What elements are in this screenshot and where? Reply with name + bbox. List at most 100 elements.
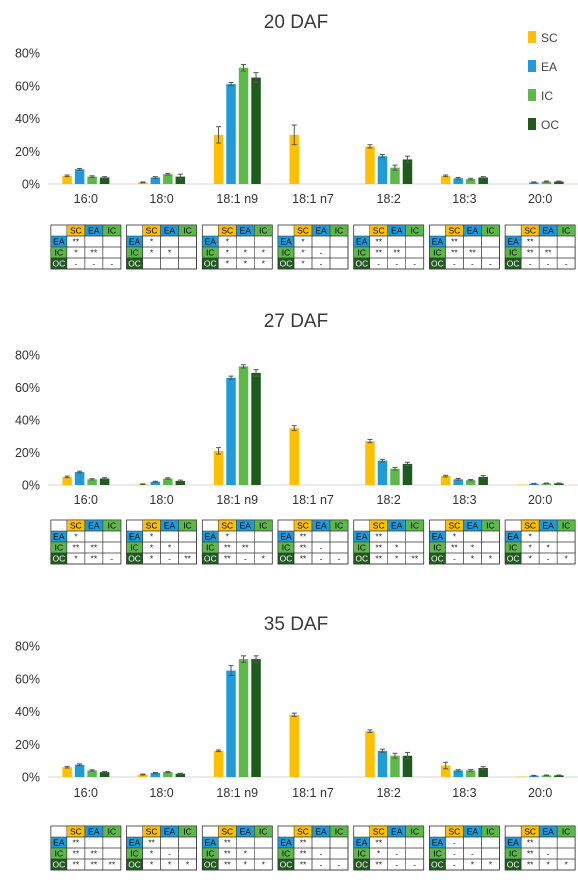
bar-ic [238, 366, 249, 485]
table-col-label: SC [449, 521, 461, 531]
table-col-label: SC [524, 827, 536, 837]
table-cell-value: * [471, 554, 475, 564]
bar-oc [478, 767, 488, 777]
table-col-label: SC [373, 827, 385, 837]
table-col-label: EA [164, 521, 176, 531]
bar-ea [150, 177, 161, 184]
x-tick-label: 18:2 [377, 192, 401, 206]
x-tick-label: 18:1 n9 [216, 493, 258, 507]
table-cell [481, 858, 500, 871]
table-cell-value: ** [527, 849, 534, 859]
table-row-label: IC [206, 543, 215, 553]
bar-ea [453, 178, 463, 184]
table-col-label: IC [335, 226, 344, 236]
y-tick-label: 60% [15, 79, 40, 93]
bar-ea [74, 169, 85, 184]
bar-oc [402, 755, 413, 777]
table-cell-value: ** [300, 860, 307, 870]
table-cell-value: ** [73, 849, 80, 859]
table-cell [481, 552, 500, 565]
table-col-label: EA [467, 226, 479, 236]
table-cell-value: * [262, 860, 266, 870]
table-cell-value: * [150, 532, 154, 542]
table-col-label: SC [146, 827, 158, 837]
table-row-label: OC [355, 554, 368, 564]
table-cell-value: * [546, 543, 550, 553]
table-row-label: EA [507, 838, 519, 848]
table-cell-value: - [471, 849, 474, 859]
table-cell-value: ** [300, 554, 307, 564]
table-col-label: SC [373, 226, 385, 236]
table-row-label: IC [206, 248, 215, 258]
table-cell-value: ** [91, 860, 98, 870]
table-cell-value: - [338, 554, 341, 564]
bar-sc [440, 765, 451, 777]
table-col-label: IC [183, 521, 192, 531]
bar-sc [62, 767, 72, 777]
x-tick-label: 18:1 n7 [292, 192, 334, 206]
table-row-label: IC [55, 543, 64, 553]
y-tick-label: 60% [15, 672, 40, 686]
bar-sc [289, 428, 299, 485]
table-cell-value: ** [184, 554, 191, 564]
table-col-label: IC [259, 827, 268, 837]
table-row-label: OC [128, 259, 141, 269]
table-cell [329, 858, 349, 871]
table-row-label: EA [432, 237, 444, 247]
y-tick-label: 0% [22, 771, 40, 785]
table-col-label: EA [315, 827, 327, 837]
table-cell-value: * [546, 860, 550, 870]
table-row-label: OC [280, 259, 293, 269]
table-cell-value: - [110, 259, 113, 269]
table-cell [254, 552, 273, 565]
table-row-label: OC [204, 860, 217, 870]
bar-ic [465, 179, 476, 184]
table-cell-value: * [244, 259, 248, 269]
bar-sc [213, 450, 224, 485]
table-cell-value: ** [451, 248, 458, 258]
table-row-label: EA [53, 838, 65, 848]
table-col-label: IC [486, 521, 495, 531]
y-tick-label: 20% [15, 145, 40, 159]
table-row-label: EA [280, 532, 292, 542]
table-cell-value: ** [91, 849, 98, 859]
table-cell-value: ** [148, 838, 155, 848]
y-tick-label: 40% [15, 414, 40, 428]
bar-oc [99, 478, 110, 485]
y-tick-label: 40% [15, 705, 40, 719]
bar-sc [365, 441, 375, 485]
bar-sc [213, 134, 224, 184]
chart-legend: SC EA IC OC [528, 31, 559, 132]
bar-sc [440, 476, 451, 485]
bar-sc [62, 175, 72, 184]
legend-label-ic: IC [541, 89, 553, 103]
table-cell-value: - [453, 259, 456, 269]
table-col-label: SC [373, 521, 385, 531]
table-cell-value: * [74, 248, 78, 258]
table-cell-value: ** [527, 838, 534, 848]
table-cell-value: ** [469, 248, 476, 258]
bar-oc [175, 773, 186, 777]
table-cell-value: * [74, 554, 78, 564]
table-row-label: IC [282, 248, 291, 258]
table-cell-value: * [395, 543, 399, 553]
bar-ea [453, 479, 463, 485]
bar-sc [213, 750, 224, 777]
table-cell-value: ** [300, 543, 307, 553]
table-col-label: IC [108, 827, 117, 837]
table-cell [178, 552, 197, 565]
bar-ic [390, 755, 400, 777]
table-row-label: OC [52, 554, 65, 564]
table-row-label: IC [357, 543, 366, 553]
bar-ic [163, 478, 173, 485]
table-cell-value: * [453, 532, 457, 542]
bar-ic [390, 468, 400, 485]
table-col-label: SC [449, 827, 461, 837]
table-row-label: OC [507, 860, 520, 870]
table-col-label: EA [315, 521, 327, 531]
bar-sc [516, 776, 527, 778]
